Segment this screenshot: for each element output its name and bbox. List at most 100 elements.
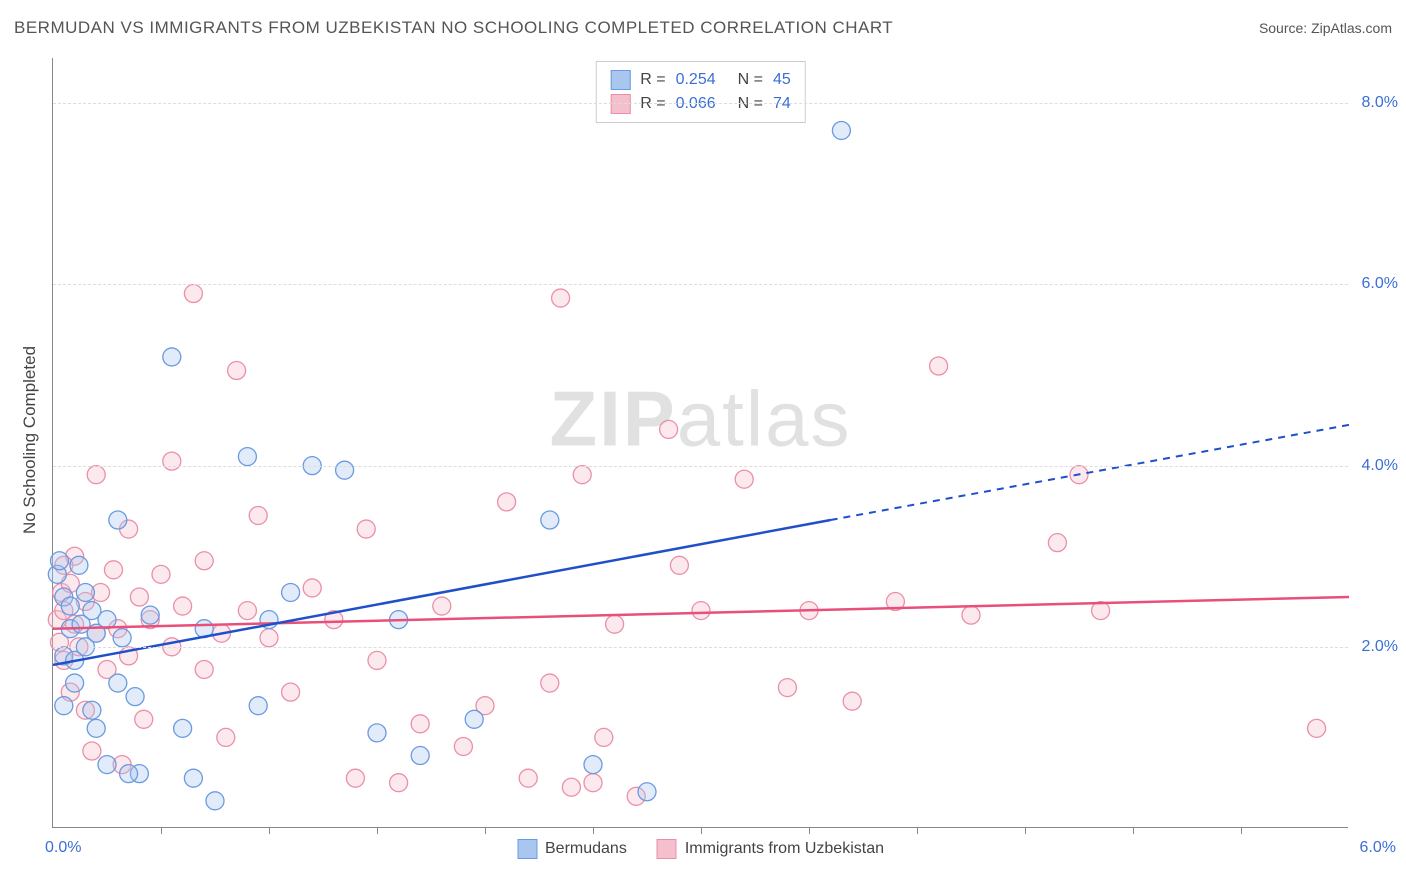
data-point bbox=[584, 756, 602, 774]
data-point bbox=[152, 565, 170, 583]
data-point bbox=[83, 742, 101, 760]
y-tick-label: 8.0% bbox=[1362, 94, 1398, 112]
data-point bbox=[109, 674, 127, 692]
data-point bbox=[174, 597, 192, 615]
data-point bbox=[76, 583, 94, 601]
data-point bbox=[126, 688, 144, 706]
data-point bbox=[519, 769, 537, 787]
data-point bbox=[141, 606, 159, 624]
data-point bbox=[66, 674, 84, 692]
data-point bbox=[606, 615, 624, 633]
data-point bbox=[692, 602, 710, 620]
data-point bbox=[670, 556, 688, 574]
data-point bbox=[1308, 719, 1326, 737]
gridline bbox=[53, 647, 1348, 648]
data-point bbox=[83, 701, 101, 719]
x-tick bbox=[1133, 827, 1134, 834]
data-point bbox=[135, 710, 153, 728]
data-point bbox=[184, 769, 202, 787]
data-point bbox=[50, 552, 68, 570]
chart-title: BERMUDAN VS IMMIGRANTS FROM UZBEKISTAN N… bbox=[14, 18, 893, 38]
data-point bbox=[541, 511, 559, 529]
data-point bbox=[303, 579, 321, 597]
data-point bbox=[595, 728, 613, 746]
x-tick bbox=[701, 827, 702, 834]
x-tick bbox=[377, 827, 378, 834]
y-axis-label: No Schooling Completed bbox=[20, 346, 40, 534]
data-point bbox=[660, 420, 678, 438]
x-tick bbox=[269, 827, 270, 834]
x-tick bbox=[593, 827, 594, 834]
gridline bbox=[53, 466, 1348, 467]
data-point bbox=[104, 561, 122, 579]
data-point bbox=[217, 728, 235, 746]
data-point bbox=[249, 506, 267, 524]
data-point bbox=[832, 121, 850, 139]
data-point bbox=[61, 597, 79, 615]
data-point bbox=[113, 629, 131, 647]
x-axis-label: 6.0% bbox=[1360, 839, 1396, 857]
data-point bbox=[238, 602, 256, 620]
data-point bbox=[87, 719, 105, 737]
x-axis-label: 0.0% bbox=[45, 839, 81, 857]
data-point bbox=[130, 588, 148, 606]
data-point bbox=[454, 737, 472, 755]
data-point bbox=[206, 792, 224, 810]
data-point bbox=[195, 660, 213, 678]
data-point bbox=[228, 362, 246, 380]
data-point bbox=[357, 520, 375, 538]
x-tick bbox=[1025, 827, 1026, 834]
data-point bbox=[573, 466, 591, 484]
data-point bbox=[584, 774, 602, 792]
data-point bbox=[638, 783, 656, 801]
regression-line-bermudans-extrapolated bbox=[831, 425, 1349, 520]
data-point bbox=[433, 597, 451, 615]
data-point bbox=[184, 285, 202, 303]
data-point bbox=[735, 470, 753, 488]
data-point bbox=[55, 697, 73, 715]
data-point bbox=[962, 606, 980, 624]
data-point bbox=[465, 710, 483, 728]
swatch-bermudans-icon bbox=[517, 839, 537, 859]
data-point bbox=[390, 774, 408, 792]
series-label-uzbekistan: Immigrants from Uzbekistan bbox=[685, 840, 884, 858]
y-tick-label: 6.0% bbox=[1362, 275, 1398, 293]
x-tick bbox=[1241, 827, 1242, 834]
data-point bbox=[411, 747, 429, 765]
series-label-bermudans: Bermudans bbox=[545, 840, 627, 858]
y-tick-label: 2.0% bbox=[1362, 638, 1398, 656]
gridline bbox=[53, 284, 1348, 285]
data-point bbox=[552, 289, 570, 307]
x-tick bbox=[809, 827, 810, 834]
x-tick bbox=[161, 827, 162, 834]
data-point bbox=[87, 466, 105, 484]
data-point bbox=[282, 683, 300, 701]
swatch-uzbekistan-icon bbox=[657, 839, 677, 859]
legend-correlation: R = 0.254 N = 45 R = 0.066 N = 74 bbox=[595, 61, 806, 123]
data-point bbox=[109, 511, 127, 529]
data-point bbox=[541, 674, 559, 692]
data-point bbox=[70, 556, 88, 574]
legend-series: Bermudans Immigrants from Uzbekistan bbox=[517, 839, 884, 859]
data-point bbox=[163, 452, 181, 470]
data-point bbox=[368, 651, 386, 669]
data-point bbox=[260, 629, 278, 647]
data-point bbox=[174, 719, 192, 737]
data-point bbox=[1048, 534, 1066, 552]
data-point bbox=[930, 357, 948, 375]
data-point bbox=[249, 697, 267, 715]
data-point bbox=[98, 611, 116, 629]
data-point bbox=[120, 765, 138, 783]
data-point bbox=[163, 348, 181, 366]
data-point bbox=[778, 679, 796, 697]
data-point bbox=[411, 715, 429, 733]
data-point bbox=[238, 448, 256, 466]
data-point bbox=[336, 461, 354, 479]
swatch-bermudans-icon bbox=[610, 70, 630, 90]
data-point bbox=[98, 756, 116, 774]
chart-svg bbox=[53, 58, 1348, 827]
y-tick-label: 4.0% bbox=[1362, 457, 1398, 475]
regression-line-bermudans bbox=[53, 520, 831, 665]
gridline bbox=[53, 103, 1348, 104]
source-label: Source: ZipAtlas.com bbox=[1259, 20, 1392, 36]
